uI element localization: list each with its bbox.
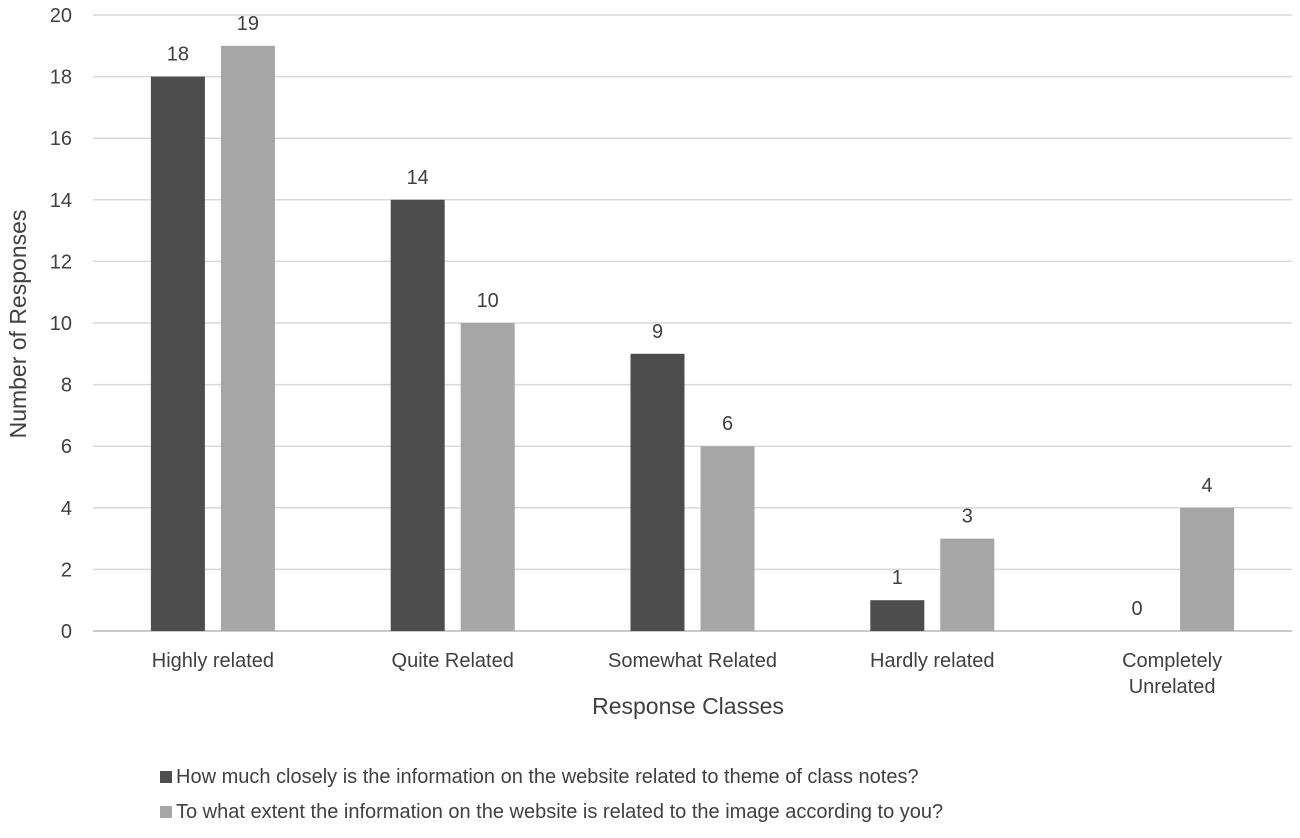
bar-series-2-4 — [1180, 507, 1235, 631]
legend: How much closely is the information on t… — [160, 762, 943, 832]
x-category-label: Completely — [1122, 650, 1222, 672]
data-label-series-2-2: 6 — [722, 413, 733, 435]
y-tick-label: 16 — [50, 128, 72, 150]
bar-series-1-1 — [390, 199, 445, 632]
y-tick-label: 8 — [61, 375, 72, 397]
y-tick-label: 6 — [61, 436, 72, 458]
data-label-series-1-4: 0 — [1132, 598, 1143, 620]
legend-label-series-1: How much closely is the information on t… — [176, 765, 919, 788]
y-tick-label: 20 — [50, 5, 72, 27]
data-label-series-1-0: 18 — [167, 44, 189, 66]
bar-series-1-2 — [630, 353, 685, 631]
y-tick-label: 18 — [50, 67, 72, 89]
y-axis-title: Number of Responses — [5, 210, 31, 439]
data-label-series-2-0: 19 — [237, 13, 259, 35]
legend-item-series-1: How much closely is the information on t… — [160, 762, 943, 792]
x-axis-title: Response Classes — [592, 693, 784, 719]
bar-chart: 0 2 4 6 8 10 12 14 16 18 20 18 19 14 10 9 6 1 3 0 4 Highly … — [5, 5, 1292, 719]
bar-series-2-3 — [940, 538, 995, 631]
data-label-series-1-3: 1 — [892, 567, 903, 589]
legend-label-series-2: To what extent the information on the we… — [176, 800, 944, 823]
data-label-series-1-2: 9 — [652, 321, 663, 343]
x-category-label: Highly related — [152, 650, 274, 672]
y-tick-label: 10 — [50, 313, 72, 335]
bars — [150, 45, 1235, 632]
data-label-series-2-3: 3 — [962, 506, 973, 528]
y-tick-label: 0 — [61, 621, 72, 643]
x-category-label: Hardly related — [870, 650, 995, 672]
y-tick-label: 4 — [61, 498, 72, 520]
bar-series-2-2 — [700, 446, 755, 631]
y-tick-label: 2 — [61, 559, 72, 581]
y-axis-ticks: 0 2 4 6 8 10 12 14 16 18 20 — [50, 5, 72, 643]
x-category-label: Somewhat Related — [608, 650, 777, 672]
x-axis-categories: Highly related Quite Related Somewhat Rela… — [152, 650, 1222, 698]
data-label-series-1-1: 14 — [407, 167, 429, 189]
bar-series-1-3 — [870, 600, 925, 631]
bar-series-2-1 — [460, 323, 515, 631]
y-tick-label: 12 — [50, 251, 72, 273]
legend-swatch-series-1 — [160, 771, 172, 783]
x-category-label: Quite Related — [392, 650, 514, 672]
data-label-series-2-4: 4 — [1202, 475, 1213, 497]
x-category-label: Unrelated — [1129, 676, 1216, 698]
bar-series-1-0 — [150, 76, 205, 632]
gridlines — [93, 14, 1292, 632]
data-labels: 18 19 14 10 9 6 1 3 0 4 — [167, 13, 1213, 620]
legend-item-series-2: To what extent the information on the we… — [160, 797, 943, 827]
y-tick-label: 14 — [50, 190, 72, 212]
bar-series-2-0 — [220, 45, 275, 632]
legend-swatch-series-2 — [160, 806, 172, 818]
data-label-series-2-1: 10 — [477, 290, 499, 312]
